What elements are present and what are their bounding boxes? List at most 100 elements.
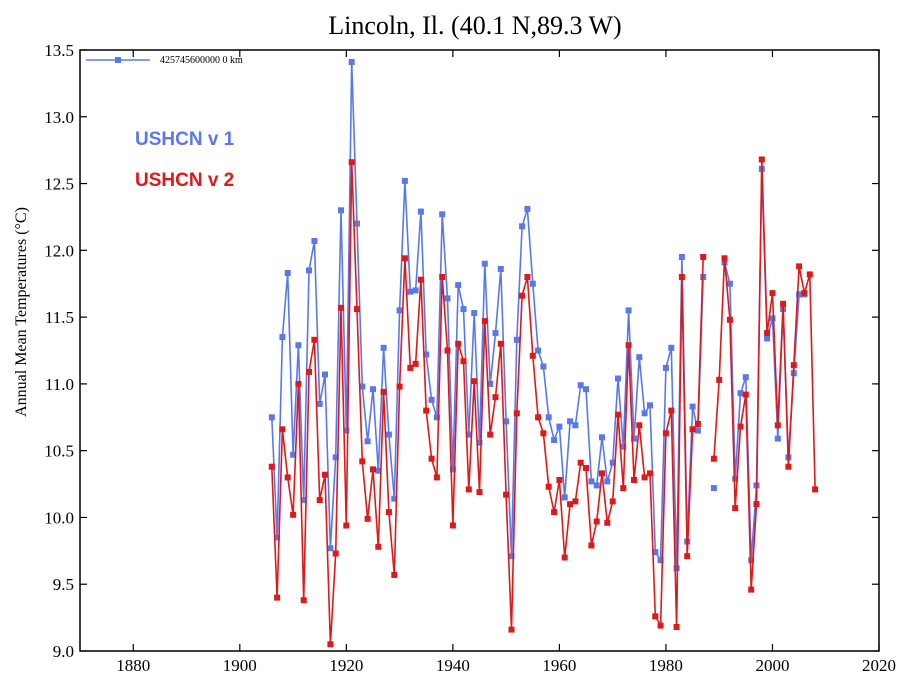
data-point [801,290,808,297]
data-point [583,386,589,393]
legend-swatch-marker [115,57,121,63]
data-point [631,477,637,483]
x-tick-label: 1880 [116,656,150,675]
data-point [737,390,744,397]
y-tick-label: 12.5 [44,175,74,194]
data-point [396,383,403,390]
data-point [769,315,776,322]
data-point [439,211,446,218]
data-point [774,435,781,442]
data-point [673,565,680,572]
y-axis-label: Annual Mean Temperatures (°C) [13,207,30,417]
data-point [694,427,701,434]
data-point [487,380,494,387]
data-point [359,458,366,465]
y-tick-label: 13.0 [44,108,74,127]
data-point [710,455,717,462]
annotation-ushcn-v2: USHCN v 2 [135,170,234,191]
data-point [535,347,542,354]
data-point [641,410,648,417]
data-point [354,220,360,227]
data-point [433,414,440,421]
data-point [662,364,669,371]
data-point [417,208,424,215]
data-point [806,271,813,278]
data-point [519,292,526,299]
data-point [370,466,376,473]
x-axis: 1880 1900 1920 1940 1960 1980 2000 2020 [116,50,896,675]
data-point [492,330,499,337]
data-point [636,422,643,429]
data-point [444,295,451,302]
data-point [364,438,371,445]
data-point [465,431,472,438]
data-point [615,375,621,382]
data-point [524,274,531,280]
data-point [407,364,414,371]
data-point [545,414,552,421]
data-point [764,335,771,342]
data-point [769,290,776,297]
data-point [332,550,339,557]
data-point [721,255,728,262]
data-point [529,352,536,359]
data-point [785,463,792,470]
data-point [348,59,355,65]
data-point [375,543,382,550]
data-point [343,427,350,434]
data-point [625,342,632,349]
data-point [662,430,669,437]
y-tick-label: 11.5 [45,308,74,327]
data-point [577,459,584,466]
data-point [306,267,312,274]
data-point [689,403,696,410]
data-point [588,478,595,485]
data-point [455,340,462,347]
y-tick-label: 11.0 [45,375,74,394]
data-point [668,407,675,414]
x-tick-label: 2000 [755,656,789,675]
data-point [652,613,659,620]
data-point [465,486,472,493]
data-point [279,426,286,433]
data-point [439,274,446,280]
data-point [551,509,558,516]
data-point [497,340,504,347]
data-point [327,641,334,648]
data-point [311,336,318,343]
data-point [449,466,456,473]
data-point [428,396,435,403]
data-point [647,402,653,409]
data-point [401,255,408,262]
data-point [620,485,627,492]
data-point [604,519,611,526]
y-tick-label: 10.5 [44,442,74,461]
data-point [524,205,531,212]
data-point [556,477,563,483]
data-point [812,486,819,493]
data-point [684,553,691,560]
data-point [599,470,605,477]
data-point [561,494,568,501]
data-point [726,280,733,287]
data-point [609,498,616,505]
data-point [737,423,744,430]
data-point [396,307,403,314]
x-tick-label: 2020 [862,656,896,675]
x-tick-label: 1920 [329,656,363,675]
data-point [652,549,659,556]
data-point [338,207,344,214]
data-point [412,360,419,367]
data-point [732,475,739,482]
data-point [540,363,547,370]
data-point [279,334,286,341]
chart-title: Lincoln, Il. (40.1 N,89.3 W) [328,11,621,40]
data-point [753,501,760,508]
data-point [284,270,291,276]
data-point [348,159,355,166]
data-point [492,394,499,401]
data-point [673,624,680,630]
data-point [268,463,275,470]
data-point [332,454,339,461]
